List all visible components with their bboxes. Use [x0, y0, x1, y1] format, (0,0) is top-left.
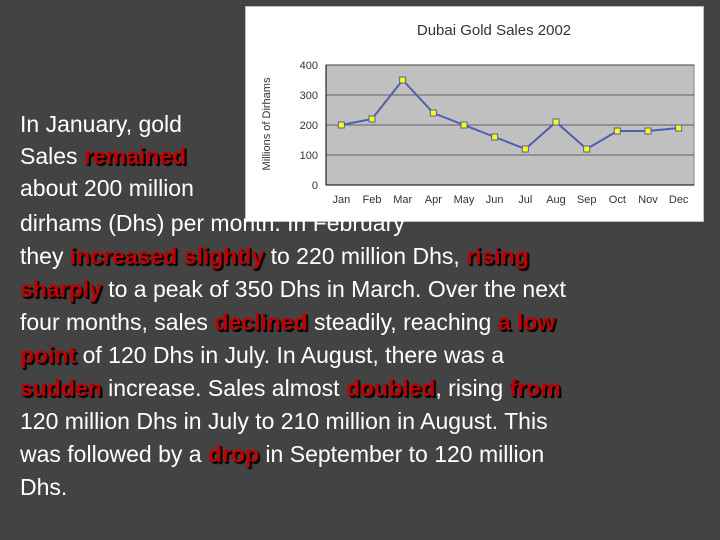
x-tick-label: Oct [609, 194, 626, 206]
text-line: about 200 million [20, 172, 194, 204]
y-tick-label: 100 [300, 150, 318, 162]
text-run: to a peak of 350 Dhs in March. Over the … [101, 276, 566, 302]
data-point [521, 145, 529, 153]
text-line: they increased slightly to 220 million D… [20, 240, 529, 272]
text-line: In January, gold [20, 108, 182, 140]
data-point [491, 133, 499, 141]
x-tick-label: Dec [669, 194, 689, 206]
x-tick-label: Jul [518, 194, 532, 206]
text-run: four months, sales [20, 309, 215, 335]
y-tick-label: 200 [300, 120, 318, 132]
y-tick-label: 400 [300, 60, 318, 72]
highlighted-phrase: sharply [20, 276, 102, 302]
data-point [337, 121, 345, 129]
data-point [583, 145, 591, 153]
line-chart: 0 100 200 300 400 Jan Feb Mar Apr May Jun Jul Aug Sep… [245, 6, 704, 222]
text-run: was followed by a [20, 441, 208, 467]
y-tick-label: 300 [300, 90, 318, 102]
highlighted-phrase: a low [497, 309, 556, 335]
highlighted-phrase: remained [83, 143, 187, 169]
highlighted-phrase: increased slightly [69, 243, 265, 269]
text-line: point of 120 Dhs in July. In August, the… [20, 339, 504, 371]
text-line: was followed by a drop in September to 1… [20, 438, 544, 470]
data-point [613, 127, 621, 135]
highlighted-phrase: doubled [345, 375, 436, 401]
highlighted-phrase: drop [207, 441, 260, 467]
chart-title: Dubai Gold Sales 2002 [417, 22, 571, 39]
text-run: about 200 million [20, 175, 194, 201]
x-tick-label: Nov [638, 194, 658, 206]
x-tick-label: Jan [332, 194, 350, 206]
body-paragraph: In January, gold Sales remained about 200 … [20, 0, 705, 540]
data-point [644, 127, 652, 135]
x-tick-label: Mar [393, 194, 412, 206]
x-tick-label: Feb [363, 194, 382, 206]
text-run: Dhs. [20, 474, 68, 500]
x-tick-label: May [454, 194, 475, 206]
data-point [368, 115, 376, 123]
text-run: of 120 Dhs in July. In August, there was… [76, 342, 505, 368]
text-line: sharply to a peak of 350 Dhs in March. O… [20, 273, 566, 305]
text-run: to 220 million Dhs, [264, 243, 467, 269]
text-run: Sales [20, 143, 84, 169]
data-point [429, 109, 437, 117]
highlighted-phrase: from [509, 375, 561, 401]
text-run: they [20, 243, 70, 269]
x-tick-label: Jun [486, 194, 504, 206]
text-line: sudden increase. Sales almost doubled, r… [20, 372, 561, 404]
text-run: , rising [435, 375, 510, 401]
text-run: steadily, reaching [307, 309, 498, 335]
data-point [399, 76, 407, 84]
text-line: Sales remained [20, 140, 186, 172]
chart-svg: 0 100 200 300 400 Jan Feb Mar Apr May Jun Jul Aug Sep… [261, 22, 695, 206]
y-axis-label: Millions of Dirhams [261, 77, 273, 170]
x-tick-label: Apr [425, 194, 442, 206]
text-run: In January, gold [20, 111, 182, 137]
text-line: 120 million Dhs in July to 210 million i… [20, 405, 548, 437]
highlighted-phrase: declined [214, 309, 308, 335]
text-run: dirhams (Dhs) per month. In February [20, 210, 405, 236]
y-tick-label: 0 [312, 180, 318, 192]
data-point [675, 124, 683, 132]
x-tick-label: Aug [546, 194, 566, 206]
text-line: four months, sales declined steadily, re… [20, 306, 555, 338]
highlighted-phrase: rising [466, 243, 529, 269]
data-point [552, 118, 560, 126]
text-run: 120 million Dhs in July to 210 million i… [20, 408, 548, 434]
series-line [341, 78, 679, 151]
text-run: increase. Sales almost [101, 375, 346, 401]
x-tick-label: Sep [577, 194, 597, 206]
highlighted-phrase: point [20, 342, 77, 368]
text-line: Dhs. [20, 471, 67, 503]
text-line: dirhams (Dhs) per month. In February [20, 207, 405, 239]
highlighted-phrase: sudden [20, 375, 102, 401]
data-point [460, 121, 468, 129]
text-run: in September to 120 million [259, 441, 545, 467]
